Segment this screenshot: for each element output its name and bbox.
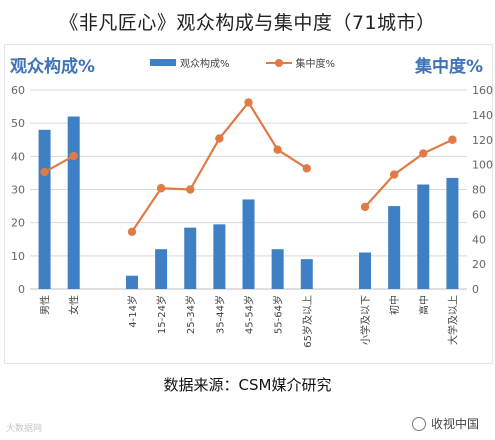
y-right-tick-label: 0 [472, 283, 479, 296]
y-right-tick-label: 140 [472, 109, 493, 122]
left-axis-title: 观众构成% [10, 57, 96, 77]
legend-item-bar: 观众构成% [150, 55, 230, 70]
y-left-tick-label: 50 [11, 117, 25, 130]
x-tick-label: 35-44岁 [213, 295, 226, 334]
y-left-tick-label: 60 [11, 84, 25, 97]
y-right-tick-label: 160 [472, 84, 493, 97]
x-tick-label: 55-64岁 [272, 295, 285, 334]
bar [446, 177, 459, 289]
y-left-tick-label: 10 [11, 250, 25, 263]
bar [38, 129, 51, 289]
legend-bar-label: 观众构成% [180, 59, 230, 70]
line-point [127, 227, 137, 236]
bar [242, 199, 255, 289]
line-point [186, 185, 195, 194]
watermark-right-label: 收视中国 [430, 417, 479, 431]
right-axis-title: 集中度% [414, 57, 483, 77]
x-tick-label: 小学及以下 [359, 295, 372, 345]
legend-bar-swatch [150, 59, 176, 66]
bar [271, 249, 284, 289]
y-right-tick-label: 80 [472, 184, 486, 197]
x-tick-label: 女性 [68, 295, 81, 315]
x-tick-label: 初中 [388, 295, 401, 315]
series-line [44, 154, 75, 174]
line-point [244, 98, 253, 107]
y-right-tick-label: 40 [472, 233, 486, 246]
source-note: 数据来源：CSM媒介研究 [163, 376, 332, 394]
x-tick-label: 4-14岁 [126, 295, 139, 328]
legend-line-label: 集中度% [295, 59, 336, 70]
y-right-tick-label: 100 [472, 159, 493, 172]
x-tick-label: 大学及以上 [446, 295, 459, 345]
bar [359, 252, 372, 289]
x-tick-label: 45-54岁 [243, 295, 256, 334]
bar [417, 184, 430, 289]
line-point [419, 149, 428, 158]
line-point [360, 202, 370, 212]
legend: 观众构成% 集中度% [150, 55, 335, 70]
watermark-right: 收视中国 [411, 415, 479, 432]
bar [125, 275, 138, 289]
bar [67, 116, 80, 290]
bar [155, 249, 168, 289]
line-point [273, 145, 282, 154]
line-point [448, 135, 457, 144]
line-point [40, 167, 49, 177]
bar [184, 227, 197, 289]
legend-item-line: 集中度% [265, 55, 336, 70]
line-point [302, 164, 311, 173]
x-tick-label: 25-34岁 [184, 295, 197, 334]
x-tick-label: 15-24岁 [155, 295, 168, 334]
wechat-icon [411, 416, 426, 431]
watermark-left: 大数据网 [6, 424, 43, 434]
line-point [156, 184, 166, 193]
y-left-tick-label: 30 [11, 184, 25, 197]
bar [388, 206, 401, 289]
legend-line-swatch [265, 58, 292, 67]
line-point [389, 170, 399, 179]
y-right-tick-label: 60 [472, 208, 486, 221]
y-left-tick-label: 20 [11, 217, 25, 230]
x-tick-label: 高中 [417, 295, 430, 315]
y-left-tick-label: 40 [11, 150, 25, 163]
x-tick-label: 男性 [39, 295, 52, 315]
bar [300, 259, 313, 289]
x-tick-label: 65岁及以上 [301, 295, 314, 348]
y-right-tick-label: 20 [472, 258, 486, 271]
series-line [131, 100, 308, 233]
bar [213, 224, 226, 289]
y-left-tick-label: 0 [18, 283, 25, 296]
chart-title: 《非凡匠心》观众构成与集中度（71城市） [59, 12, 436, 34]
series-line [364, 138, 453, 208]
line-point [215, 134, 224, 143]
y-right-tick-label: 120 [472, 134, 493, 147]
line-point [69, 151, 78, 161]
